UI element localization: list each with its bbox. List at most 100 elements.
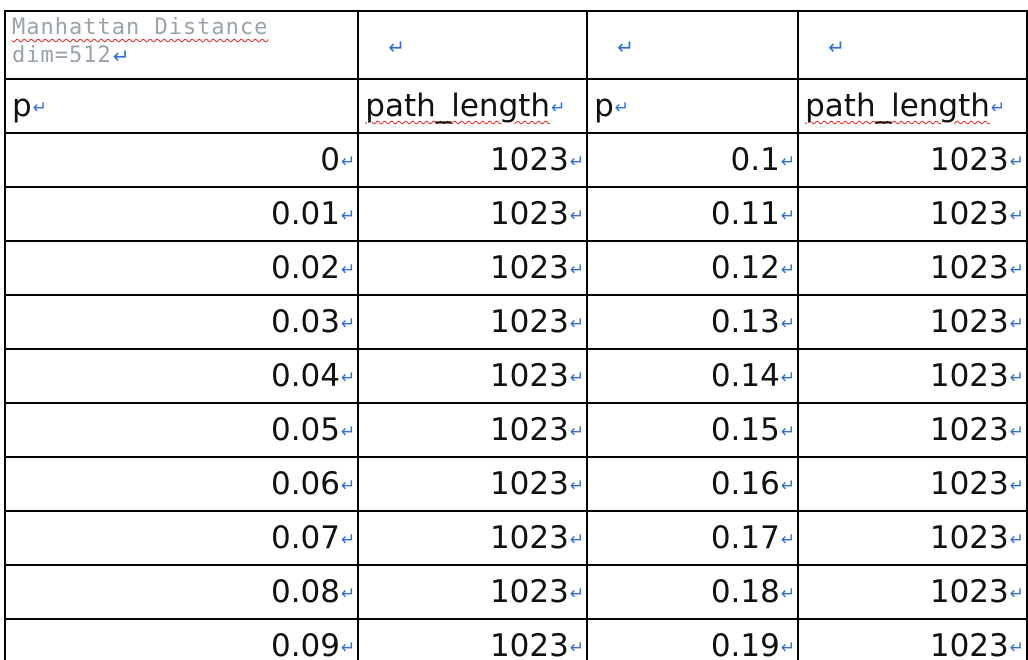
cell-value: 0.07 bbox=[270, 520, 341, 556]
cell-value: 1023 bbox=[489, 628, 569, 660]
cell-path-length[interactable]: 1023↵ bbox=[357, 618, 589, 660]
cell-p[interactable]: 0.07↵ bbox=[3, 510, 360, 566]
cell-path-length[interactable]: 1023↵ bbox=[797, 402, 1028, 458]
cell-value: 1023 bbox=[929, 574, 1009, 610]
paragraph-mark-icon: ↵ bbox=[341, 259, 356, 280]
cell-path-length[interactable]: 1023↵ bbox=[357, 240, 589, 296]
column-header-path-length[interactable]: path_length↵ bbox=[797, 78, 1028, 134]
cell-path-length[interactable]: 1023↵ bbox=[357, 564, 589, 620]
paragraph-mark-icon: ↵ bbox=[341, 583, 356, 604]
cell-path-length[interactable]: 1023↵ bbox=[357, 510, 589, 566]
cell-p[interactable]: 0.19↵ bbox=[586, 618, 800, 660]
cell-value: 1023 bbox=[929, 250, 1009, 286]
cell-value: 1023 bbox=[489, 466, 569, 502]
cell-value: 0.08 bbox=[270, 574, 341, 610]
cell-value: 0.12 bbox=[710, 250, 780, 286]
cell-path-length[interactable]: 1023↵ bbox=[797, 564, 1028, 620]
table-title-cell[interactable]: Manhattan Distance dim=512↵ bbox=[3, 10, 360, 80]
cell-p[interactable]: 0↵ bbox=[3, 132, 360, 188]
cell-value: 1023 bbox=[489, 142, 569, 178]
cell-value: 1023 bbox=[929, 304, 1009, 340]
paragraph-mark-icon: ↵ bbox=[780, 367, 796, 388]
cell-value: 0.17 bbox=[710, 520, 780, 556]
cell-value: 1023 bbox=[929, 466, 1009, 502]
paragraph-mark-icon: ↵ bbox=[780, 151, 796, 172]
cell-path-length[interactable]: 1023↵ bbox=[797, 240, 1028, 296]
column-header-row: p↵ path_length↵ p↵ path_length↵ bbox=[3, 78, 1028, 134]
cell-value: 0.02 bbox=[270, 250, 341, 286]
cell-value: 1023 bbox=[489, 304, 569, 340]
cell-p[interactable]: 0.14↵ bbox=[586, 348, 800, 404]
column-header-path-length[interactable]: path_length↵ bbox=[357, 78, 589, 134]
paragraph-mark-icon: ↵ bbox=[828, 34, 845, 59]
paragraph-mark-icon: ↵ bbox=[780, 583, 796, 604]
paragraph-mark-icon: ↵ bbox=[990, 97, 1006, 118]
paragraph-mark-icon: ↵ bbox=[1009, 421, 1024, 442]
title-line-1: Manhattan Distance bbox=[12, 15, 269, 40]
paragraph-mark-icon: ↵ bbox=[1009, 205, 1024, 226]
paragraph-mark-icon: ↵ bbox=[32, 97, 47, 118]
paragraph-mark-icon: ↵ bbox=[341, 151, 356, 172]
cell-path-length[interactable]: 1023↵ bbox=[797, 456, 1028, 512]
cell-p[interactable]: 0.13↵ bbox=[586, 294, 800, 350]
cell-p[interactable]: 0.08↵ bbox=[3, 564, 360, 620]
cell-p[interactable]: 0.15↵ bbox=[586, 402, 800, 458]
table-row: 0.02↵ 1023↵ 0.12↵ 1023↵ bbox=[3, 240, 1028, 296]
cell-value: 1023 bbox=[489, 250, 569, 286]
paragraph-mark-icon: ↵ bbox=[569, 529, 585, 550]
header-label: path_length bbox=[365, 88, 551, 124]
cell-path-length[interactable]: 1023↵ bbox=[357, 456, 589, 512]
cell-path-length[interactable]: 1023↵ bbox=[797, 510, 1028, 566]
cell-value: 1023 bbox=[929, 196, 1009, 232]
cell-path-length[interactable]: 1023↵ bbox=[797, 294, 1028, 350]
cell-p[interactable]: 0.11↵ bbox=[586, 186, 800, 242]
empty-header-cell[interactable]: ↵ bbox=[586, 10, 800, 80]
cell-p[interactable]: 0.12↵ bbox=[586, 240, 800, 296]
cell-value: 1023 bbox=[929, 628, 1009, 660]
paragraph-mark-icon: ↵ bbox=[569, 151, 585, 172]
paragraph-mark-icon: ↵ bbox=[341, 475, 356, 496]
cell-p[interactable]: 0.09↵ bbox=[3, 618, 360, 660]
empty-header-cell[interactable]: ↵ bbox=[357, 10, 589, 80]
cell-p[interactable]: 0.01↵ bbox=[3, 186, 360, 242]
cell-path-length[interactable]: 1023↵ bbox=[357, 402, 589, 458]
cell-p[interactable]: 0.18↵ bbox=[586, 564, 800, 620]
cell-path-length[interactable]: 1023↵ bbox=[357, 294, 589, 350]
cell-value: 0.18 bbox=[710, 574, 780, 610]
paragraph-mark-icon: ↵ bbox=[1009, 637, 1024, 658]
cell-path-length[interactable]: 1023↵ bbox=[797, 132, 1028, 188]
cell-path-length[interactable]: 1023↵ bbox=[357, 132, 589, 188]
paragraph-mark-icon: ↵ bbox=[1009, 367, 1024, 388]
paragraph-mark-icon: ↵ bbox=[780, 421, 796, 442]
paragraph-mark-icon: ↵ bbox=[780, 313, 796, 334]
paragraph-mark-icon: ↵ bbox=[388, 34, 406, 59]
table-row: 0↵ 1023↵ 0.1↵ 1023↵ bbox=[3, 132, 1028, 188]
cell-p[interactable]: 0.02↵ bbox=[3, 240, 360, 296]
cell-path-length[interactable]: 1023↵ bbox=[797, 348, 1028, 404]
cell-value: 1023 bbox=[489, 520, 569, 556]
paragraph-mark-icon: ↵ bbox=[112, 44, 131, 68]
column-header-p[interactable]: p↵ bbox=[3, 78, 360, 134]
column-header-p[interactable]: p↵ bbox=[586, 78, 800, 134]
paragraph-mark-icon: ↵ bbox=[780, 637, 796, 658]
cell-p[interactable]: 0.1↵ bbox=[586, 132, 800, 188]
cell-p[interactable]: 0.03↵ bbox=[3, 294, 360, 350]
cell-p[interactable]: 0.17↵ bbox=[586, 510, 800, 566]
paragraph-mark-icon: ↵ bbox=[780, 475, 796, 496]
cell-p[interactable]: 0.04↵ bbox=[3, 348, 360, 404]
cell-value: 1023 bbox=[929, 412, 1009, 448]
cell-path-length[interactable]: 1023↵ bbox=[797, 186, 1028, 242]
cell-path-length[interactable]: 1023↵ bbox=[357, 186, 589, 242]
paragraph-mark-icon: ↵ bbox=[551, 97, 566, 118]
paragraph-mark-icon: ↵ bbox=[569, 259, 585, 280]
table-row: 0.04↵ 1023↵ 0.14↵ 1023↵ bbox=[3, 348, 1028, 404]
cell-path-length[interactable]: 1023↵ bbox=[797, 618, 1028, 660]
cell-value: 0.14 bbox=[710, 358, 780, 394]
cell-p[interactable]: 0.05↵ bbox=[3, 402, 360, 458]
cell-path-length[interactable]: 1023↵ bbox=[357, 348, 589, 404]
cell-p[interactable]: 0.06↵ bbox=[3, 456, 360, 512]
cell-p[interactable]: 0.16↵ bbox=[586, 456, 800, 512]
header-label: p bbox=[594, 88, 614, 124]
empty-header-cell[interactable]: ↵ bbox=[797, 10, 1028, 80]
paragraph-mark-icon: ↵ bbox=[617, 34, 634, 59]
